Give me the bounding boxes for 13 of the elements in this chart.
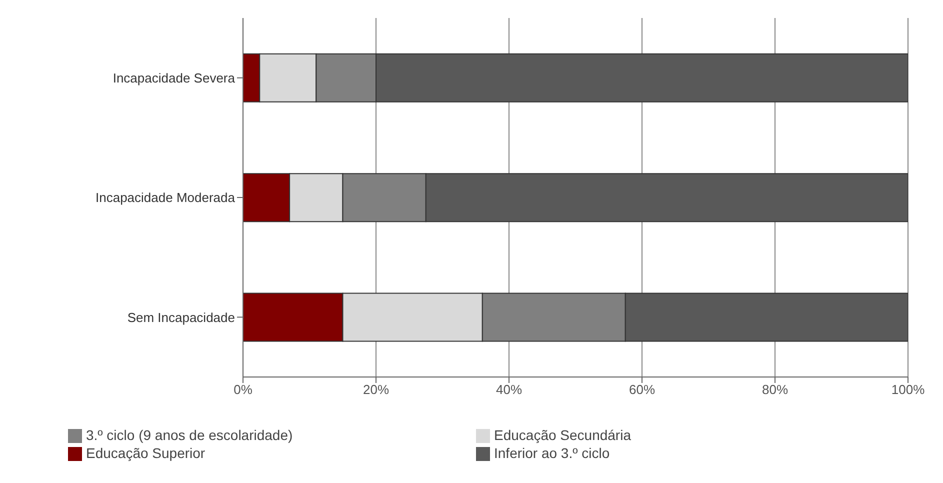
- x-tick-label: 20%: [362, 382, 390, 398]
- x-tick-label: 40%: [496, 382, 522, 398]
- legend-label: Educação Superior: [86, 445, 206, 461]
- x-tick-label: 100%: [891, 382, 926, 398]
- x-tick-label: 0%: [234, 382, 253, 398]
- y-tick-label: Sem Incapacidade: [127, 310, 235, 325]
- y-tick-label: Incapacidade Moderada: [96, 190, 236, 206]
- x-tick-label: 80%: [762, 382, 788, 398]
- y-tick-label: Incapacidade Severa: [112, 70, 236, 86]
- x-tick-label: 60%: [628, 382, 656, 398]
- legend-label: Inferior ao 3.º ciclo: [494, 445, 611, 461]
- legend-label: Educação Secundária: [494, 427, 632, 443]
- legend-label: 3.º ciclo (9 anos de escolaridade): [86, 427, 294, 443]
